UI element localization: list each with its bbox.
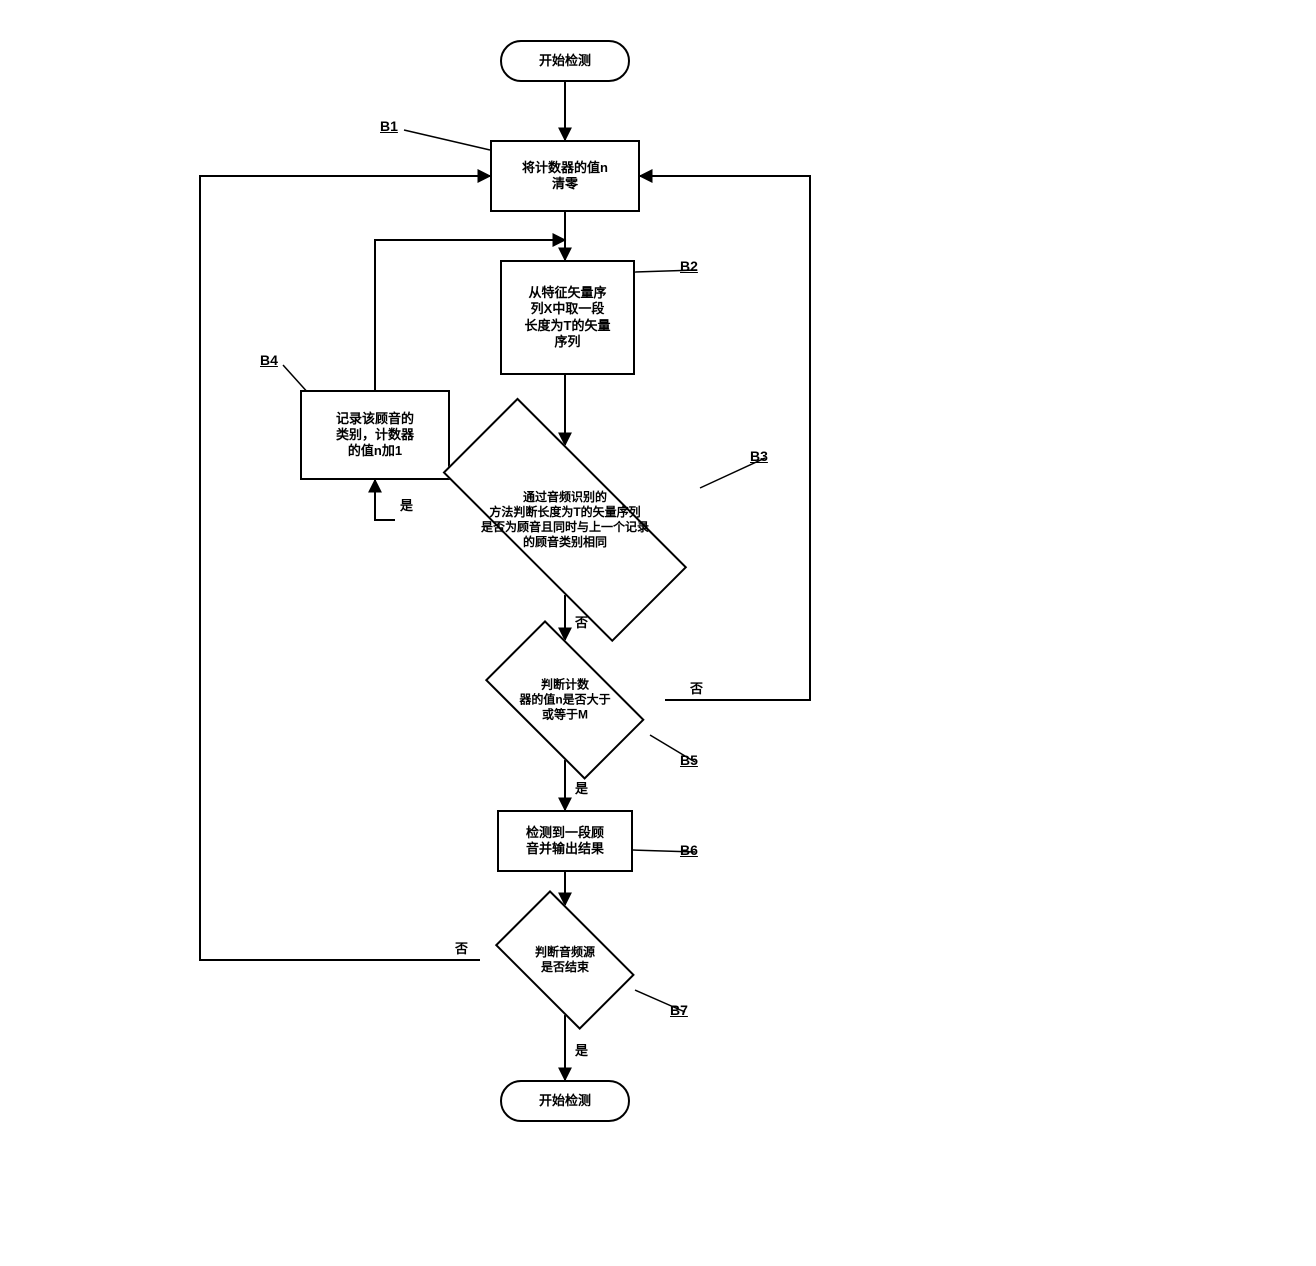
flowchart-canvas: 开始检测 将计数器的值n清零 从特征矢量序列X中取一段长度为T的矢量序列 记录该… <box>0 0 1316 1266</box>
callout-b7: B7 <box>670 1002 688 1018</box>
callout-b4: B4 <box>260 352 278 368</box>
decision-b5-text: 判断计数器的值n是否大于或等于M <box>475 678 655 723</box>
decision-b7: 判断音频源是否结束 <box>480 905 650 1015</box>
decision-b3: 通过音频识别的方法判断长度为T的矢量序列是否为顾音且同时与上一个记录的顾音类别相… <box>395 445 735 595</box>
decision-b7-text: 判断音频源是否结束 <box>489 945 642 975</box>
callout-b1: B1 <box>380 118 398 134</box>
edge-label: 否 <box>455 938 468 957</box>
edge-label: 否 <box>690 678 703 697</box>
decision-b3-text: 通过音频识别的方法判断长度为T的矢量序列是否为顾音且同时与上一个记录的顾音类别相… <box>412 490 718 550</box>
terminator-end-text: 开始检测 <box>539 1093 591 1109</box>
process-b1: 将计数器的值n清零 <box>490 140 640 212</box>
terminator-start: 开始检测 <box>500 40 630 82</box>
decision-b5: 判断计数器的值n是否大于或等于M <box>465 640 665 760</box>
edge-label: 是 <box>575 778 588 797</box>
process-b6-text: 检测到一段顾音并输出结果 <box>526 825 604 858</box>
callout-b2: B2 <box>680 258 698 274</box>
callout-b3: B3 <box>750 448 768 464</box>
terminator-end: 开始检测 <box>500 1080 630 1122</box>
edge-label: 否 <box>575 612 588 631</box>
process-b2: 从特征矢量序列X中取一段长度为T的矢量序列 <box>500 260 635 375</box>
terminator-start-text: 开始检测 <box>539 53 591 69</box>
process-b2-text: 从特征矢量序列X中取一段长度为T的矢量序列 <box>525 285 611 350</box>
process-b1-text: 将计数器的值n清零 <box>522 160 608 193</box>
callout-b6: B6 <box>680 842 698 858</box>
edges-layer <box>0 0 1316 1266</box>
edge-label: 是 <box>400 495 413 514</box>
edge-label: 是 <box>575 1040 588 1059</box>
callout-b5: B5 <box>680 752 698 768</box>
process-b6: 检测到一段顾音并输出结果 <box>497 810 633 872</box>
